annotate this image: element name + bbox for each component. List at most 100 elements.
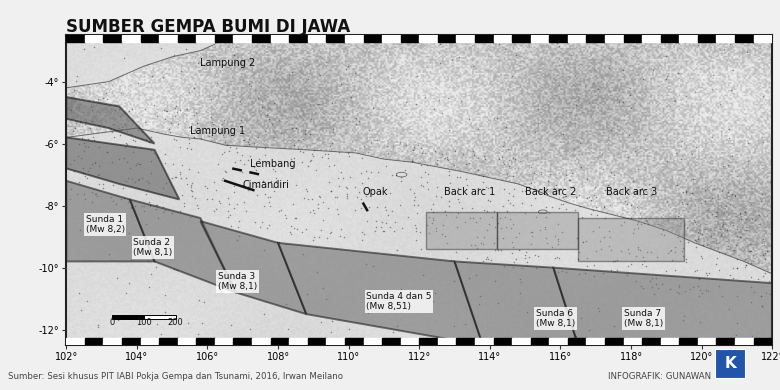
Point [721, 227, 733, 233]
Point [673, 290, 686, 296]
Point [97, 340, 109, 347]
Point [249, 219, 261, 225]
Point [718, 210, 730, 216]
Point [741, 158, 753, 165]
Point [541, 240, 554, 246]
Point [164, 129, 176, 135]
Point [326, 140, 339, 146]
Text: Sunda 7
(Mw 8,1): Sunda 7 (Mw 8,1) [624, 309, 663, 328]
Point [143, 199, 155, 205]
Point [529, 129, 541, 135]
Point [646, 275, 658, 281]
Point [101, 149, 113, 156]
Point [395, 178, 407, 184]
Point [722, 161, 734, 168]
Point [242, 138, 254, 145]
Bar [753, 339, 772, 345]
Bar [215, 35, 233, 42]
Point [351, 35, 363, 41]
Point [355, 170, 367, 176]
Point [710, 213, 722, 219]
Point [216, 151, 229, 158]
Point [718, 45, 731, 51]
Bar [475, 35, 494, 42]
Point [300, 226, 312, 232]
Point [86, 161, 98, 167]
Point [660, 268, 672, 274]
Point [100, 219, 112, 225]
Point [542, 307, 555, 313]
Bar [605, 35, 623, 42]
Point [192, 205, 204, 211]
Text: 200: 200 [168, 318, 183, 327]
Polygon shape [200, 221, 307, 314]
Bar [475, 339, 494, 345]
Point [623, 92, 636, 98]
Text: Cimandiri: Cimandiri [243, 181, 289, 190]
Point [69, 95, 82, 101]
Point [728, 247, 740, 253]
Point [585, 211, 597, 217]
Point [557, 131, 569, 137]
Point [679, 256, 692, 262]
Point [684, 286, 697, 292]
Point [427, 298, 439, 304]
Point [106, 198, 119, 204]
Point [442, 168, 455, 174]
Point [126, 149, 139, 155]
Point [388, 219, 401, 225]
Point [140, 136, 153, 142]
Point [393, 202, 406, 208]
Point [365, 139, 378, 145]
Point [739, 209, 752, 215]
Point [124, 165, 136, 171]
Point [651, 281, 663, 287]
Point [313, 234, 325, 240]
Point [238, 137, 250, 144]
Point [665, 247, 677, 253]
Point [672, 282, 685, 288]
Point [140, 191, 152, 197]
Point [257, 203, 270, 209]
Point [301, 291, 314, 298]
Point [727, 222, 739, 228]
Point [183, 89, 195, 95]
Point [590, 194, 602, 200]
Point [161, 108, 173, 114]
Point [307, 147, 320, 153]
Text: Lembang: Lembang [250, 159, 296, 169]
Point [593, 224, 605, 230]
Polygon shape [455, 261, 578, 345]
Point [463, 215, 476, 222]
Point [132, 176, 144, 183]
Point [674, 238, 686, 245]
Point [285, 163, 298, 170]
Point [679, 259, 692, 265]
Bar [197, 35, 215, 42]
Point [570, 333, 583, 339]
Point [731, 255, 743, 262]
Point [158, 151, 171, 157]
Point [617, 67, 629, 73]
Point [681, 201, 693, 207]
Point [689, 237, 701, 243]
Point [173, 208, 186, 214]
Point [590, 204, 602, 211]
Point [68, 168, 80, 174]
Point [323, 179, 335, 185]
Point [608, 172, 621, 179]
Point [154, 44, 167, 51]
Point [307, 210, 320, 216]
Point [176, 192, 188, 199]
Point [548, 312, 560, 318]
Point [755, 292, 768, 299]
Point [534, 227, 547, 234]
Point [714, 101, 726, 108]
Bar [420, 339, 438, 345]
Point [583, 194, 596, 200]
Point [431, 225, 443, 231]
Point [453, 199, 466, 205]
Point [717, 163, 729, 169]
Point [491, 235, 503, 241]
Point [565, 52, 577, 58]
